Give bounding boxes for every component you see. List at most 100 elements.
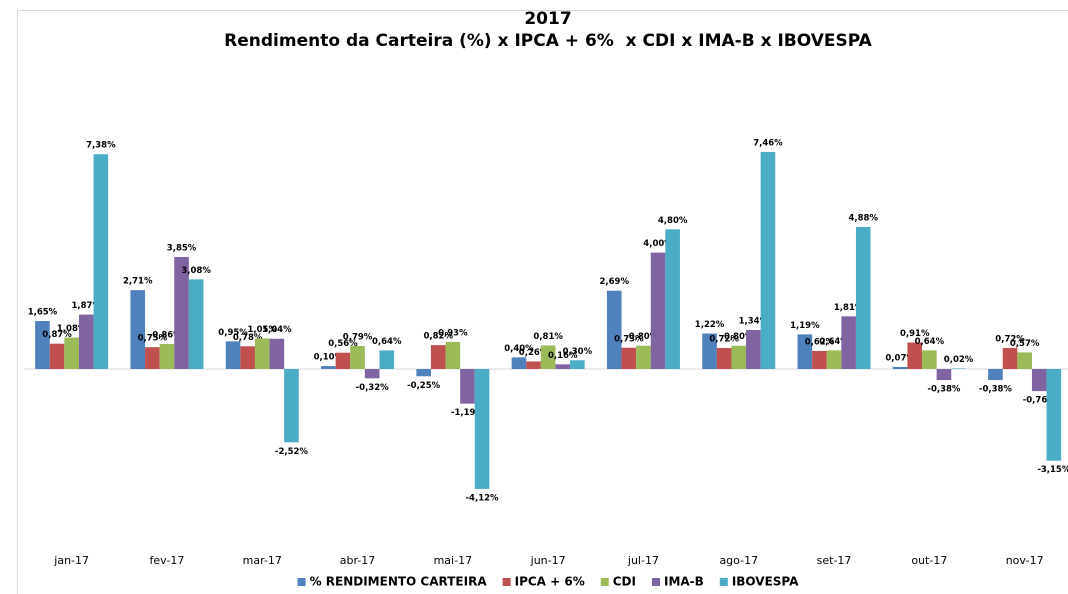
- data-label: 0,10%: [314, 353, 344, 363]
- data-label: -0,25%: [407, 381, 440, 391]
- bar: [416, 369, 431, 377]
- bar: [951, 368, 966, 369]
- bar: [364, 369, 380, 379]
- data-label: 1,05%: [248, 325, 278, 335]
- bar: [284, 369, 299, 443]
- data-label: 0,86%: [152, 330, 182, 340]
- data-label: 2,69%: [600, 277, 630, 287]
- data-label: 1,08%: [57, 324, 87, 334]
- data-label: 3,85%: [167, 243, 197, 253]
- bar: [988, 369, 1003, 381]
- data-label: 0,80%: [724, 332, 754, 342]
- data-label: 0,93%: [438, 328, 468, 338]
- bar: [350, 346, 365, 369]
- bar: [511, 357, 527, 369]
- bar: [78, 314, 94, 369]
- data-label: 0,26%: [519, 348, 549, 358]
- bar: [892, 366, 908, 369]
- data-label: 0,62%: [805, 337, 835, 347]
- x-tick-label: jan-17: [53, 554, 89, 567]
- legend-swatch: [502, 578, 511, 586]
- data-label: 0,78%: [233, 333, 263, 343]
- bar: [606, 290, 622, 369]
- legend-label: CDI: [613, 575, 636, 589]
- chart-frame: [17, 10, 1068, 594]
- data-label: -0,38%: [927, 385, 960, 395]
- bar: [621, 347, 637, 369]
- data-label: 4,80%: [658, 216, 688, 226]
- data-label: 7,46%: [753, 138, 783, 148]
- data-label: 0,72%: [709, 335, 739, 345]
- data-label: 0,82%: [424, 332, 454, 342]
- bar: [555, 364, 571, 369]
- bar: [526, 361, 541, 369]
- bar: [321, 366, 336, 369]
- data-label: 2,71%: [123, 277, 153, 287]
- data-label: -0,32%: [356, 383, 389, 393]
- data-label: 0,80%: [629, 332, 659, 342]
- bar: [159, 343, 175, 369]
- bar: [1031, 369, 1047, 392]
- bar: [225, 341, 241, 369]
- data-label: 0,57%: [1010, 339, 1040, 349]
- data-label: -1,19%: [451, 408, 484, 418]
- bar: [1046, 369, 1062, 461]
- bar: [540, 345, 556, 369]
- bar: [841, 316, 856, 369]
- legend-label: IBOVESPA: [732, 575, 799, 589]
- bar: [650, 252, 666, 369]
- data-label: 0,64%: [819, 337, 849, 347]
- data-label: 1,04%: [262, 325, 292, 335]
- x-tick-label: set-17: [817, 554, 852, 567]
- bar: [731, 345, 747, 369]
- data-label: 1,34%: [739, 317, 769, 327]
- bar: [702, 333, 717, 369]
- x-tick-label: jun-17: [530, 554, 566, 567]
- legend-label: IMA-B: [664, 575, 704, 589]
- data-label: 1,81%: [834, 303, 864, 313]
- bar: [570, 360, 585, 369]
- data-label: 0,79%: [343, 333, 373, 343]
- data-label: 0,87%: [42, 330, 72, 340]
- data-label: 0,72%: [995, 335, 1025, 345]
- bar: [49, 343, 65, 369]
- bar: [64, 337, 79, 369]
- legend-label: IPCA + 6%: [515, 575, 585, 589]
- data-label: -2,52%: [275, 447, 308, 457]
- x-tick-label: mar-17: [243, 554, 282, 567]
- data-label: 0,40%: [504, 344, 534, 354]
- legend-swatch: [297, 578, 306, 586]
- data-label: 1,65%: [28, 307, 58, 317]
- x-tick-label: jul-17: [627, 554, 659, 567]
- data-label: 0,73%: [614, 334, 644, 344]
- x-tick-label: ago-17: [719, 554, 758, 567]
- data-label: 0,07%: [885, 353, 915, 363]
- x-tick-label: nov-17: [1006, 554, 1044, 567]
- data-label: -3,15%: [1037, 465, 1068, 475]
- bar: [145, 347, 160, 369]
- bar: [174, 256, 189, 369]
- bar: [335, 352, 351, 369]
- data-label: 0,56%: [328, 339, 358, 349]
- bar: [130, 290, 146, 369]
- data-label: 0,91%: [900, 329, 930, 339]
- bar: [460, 369, 475, 404]
- data-label: 4,00%: [643, 239, 673, 249]
- data-label: -0,38%: [979, 385, 1012, 395]
- bar: [746, 330, 761, 369]
- data-label: 1,22%: [695, 320, 725, 330]
- bar: [812, 350, 827, 369]
- x-tick-label: abr-17: [340, 554, 376, 567]
- data-label: 3,08%: [181, 266, 211, 276]
- bar: [1017, 352, 1032, 369]
- data-label: 0,95%: [218, 328, 248, 338]
- legend-swatch: [651, 578, 660, 586]
- bar: [665, 229, 680, 369]
- data-label: 4,88%: [849, 213, 879, 223]
- bar: [35, 320, 50, 369]
- bar: [430, 345, 446, 369]
- bar: [474, 369, 490, 489]
- bar: [1002, 348, 1018, 369]
- x-tick-label: out-17: [911, 554, 947, 567]
